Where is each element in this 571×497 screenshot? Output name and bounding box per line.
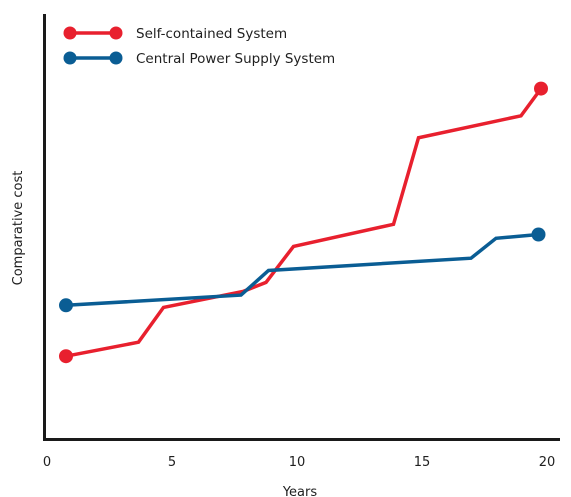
series-line-self-contained-system: [66, 89, 541, 357]
legend-item-central-power-supply-system: Central Power Supply System: [64, 51, 336, 67]
data-point-central-power-supply-system-start: [59, 298, 73, 312]
legend-swatch-end-marker-central-power-supply-system: [110, 52, 123, 65]
legend-label-self-contained-system: Self-contained System: [136, 26, 287, 42]
x-axis-label: Years: [282, 485, 318, 497]
data-point-self-contained-system-start: [59, 349, 73, 363]
x-tick-label-5: 5: [168, 455, 176, 470]
series-layer: [59, 82, 548, 364]
series-central-power-supply-system: [59, 228, 546, 313]
legend-swatch-end-marker-self-contained-system: [110, 27, 123, 40]
x-tick-label-15: 15: [414, 455, 431, 470]
x-tick-label-10: 10: [289, 455, 306, 470]
legend-item-self-contained-system: Self-contained System: [64, 26, 288, 42]
x-tick-label-0: 0: [43, 455, 51, 470]
data-point-self-contained-system-end: [534, 82, 548, 96]
x-tick-labels: 0 5 10 15 20: [43, 455, 555, 470]
data-point-central-power-supply-system-end: [532, 228, 546, 242]
x-tick-label-20: 20: [539, 455, 556, 470]
legend: Self-contained System Central Power Supp…: [64, 26, 336, 67]
legend-swatch-start-marker-self-contained-system: [64, 27, 77, 40]
y-axis-label: Comparative cost: [11, 171, 26, 286]
legend-swatch-start-marker-central-power-supply-system: [64, 52, 77, 65]
series-self-contained-system: [59, 82, 548, 364]
legend-label-central-power-supply-system: Central Power Supply System: [136, 51, 335, 67]
